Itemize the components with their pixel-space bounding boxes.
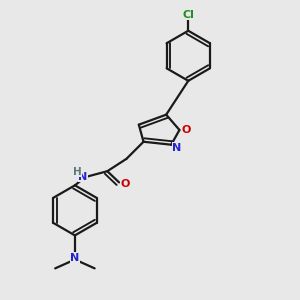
Text: O: O <box>121 179 130 189</box>
Text: O: O <box>181 125 190 135</box>
Text: N: N <box>70 253 80 263</box>
Text: N: N <box>78 172 88 182</box>
Text: Cl: Cl <box>182 10 194 20</box>
Text: H: H <box>73 167 81 177</box>
Text: N: N <box>172 142 182 153</box>
